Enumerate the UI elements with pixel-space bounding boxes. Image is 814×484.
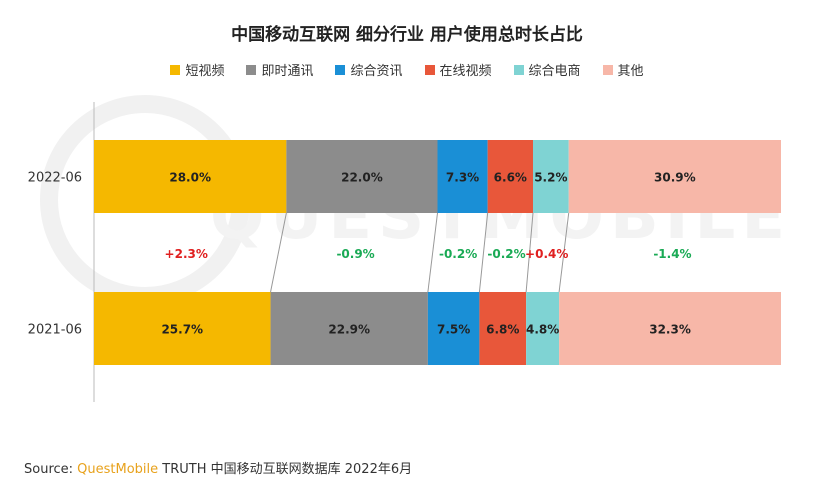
bar-segment [479,292,527,365]
y-tick-label: 2022-06 [28,171,82,186]
legend-item: 综合电商 [513,60,581,79]
source-prefix: Source: [24,462,78,477]
bar-segment [559,292,781,365]
data-label: 7.3% [446,171,479,185]
legend-swatch [246,64,257,75]
change-label: -0.9% [336,247,374,261]
legend-item: 其他 [602,60,644,79]
legend-item: 综合资讯 [335,60,403,79]
legend-label: 综合电商 [528,64,581,79]
data-label: 5.2% [534,171,567,185]
bar-segment [487,140,533,213]
change-label: +0.4% [525,247,568,261]
data-label: 7.5% [437,323,470,337]
source-note: Source: QuestMobile TRUTH 中国移动互联网数据库 202… [24,458,412,477]
bar-segment [526,292,560,365]
data-label: 4.8% [526,323,559,337]
chart-title: 中国移动互联网 细分行业 用户使用总时长占比 [231,25,583,45]
connector-line [478,212,489,293]
change-label: -1.4% [653,247,691,261]
legend-label: 其他 [617,64,644,79]
data-label: 25.7% [161,323,203,337]
legend-item: 在线视频 [424,60,492,79]
bar-segment [568,140,781,213]
data-label: 6.8% [486,323,519,337]
legend-swatch [513,64,524,75]
bar-segment [437,140,488,213]
connector-line [270,212,287,293]
legend-swatch [335,64,346,75]
connector-line [525,212,534,293]
data-label: 32.3% [649,323,691,337]
legend-label: 即时通讯 [261,64,314,79]
bar-segment [532,140,569,213]
bar-segment [270,292,428,365]
connector-line [427,212,438,293]
bar-segment [94,140,287,213]
change-label: -0.2% [439,247,477,261]
chart-legend: 短视频 即时通讯 综合资讯 在线视频 综合电商 其他 [0,60,814,79]
source-rest: TRUTH 中国移动互联网数据库 2022年6月 [158,462,413,477]
legend-swatch [424,64,435,75]
data-label: 22.9% [328,323,370,337]
data-label: 28.0% [169,171,211,185]
legend-item: 即时通讯 [246,60,313,79]
bar-segment [94,292,271,365]
connector-line [558,212,570,293]
legend-item: 短视频 [170,60,224,79]
source-brand: QuestMobile [77,462,159,477]
data-label: 30.9% [654,171,696,185]
change-label: +2.3% [165,247,208,261]
legend-label: 短视频 [185,64,225,79]
data-label: 6.6% [494,171,527,185]
legend-swatch [602,64,613,75]
bar-segment [286,140,438,213]
change-label: -0.2% [487,247,525,261]
legend-label: 在线视频 [439,64,492,79]
legend-label: 综合资讯 [350,64,403,79]
data-label: 22.0% [341,171,383,185]
y-tick-label: 2021-06 [28,323,82,338]
legend-swatch [170,64,181,75]
bar-segment [427,292,480,365]
